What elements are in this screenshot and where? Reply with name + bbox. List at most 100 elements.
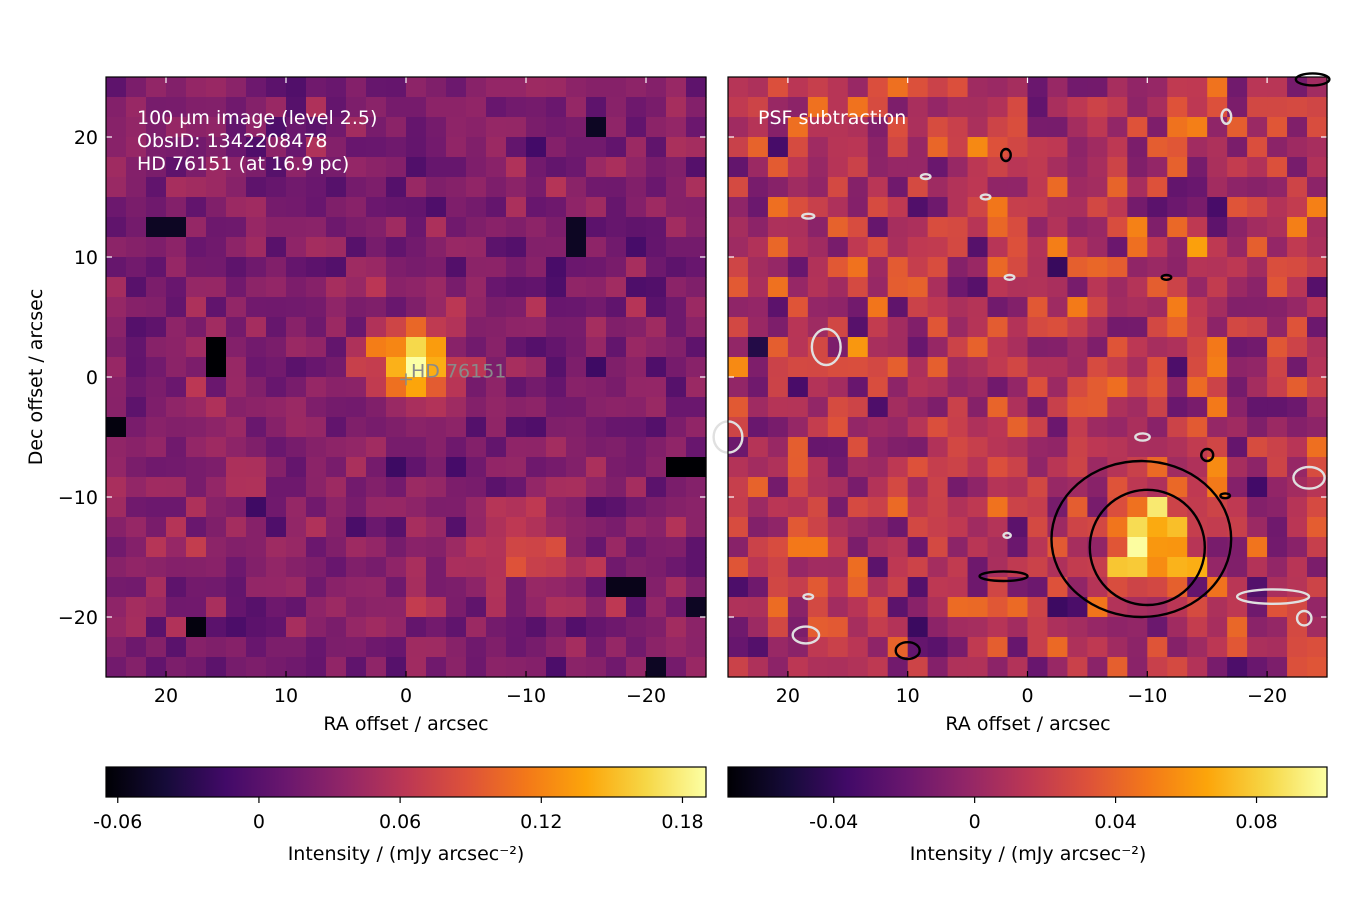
heatmap-cell (366, 617, 387, 638)
heatmap-cell (1307, 497, 1328, 518)
heatmap-cell (646, 117, 667, 138)
heatmap-cell (747, 357, 769, 378)
heatmap-cell (827, 357, 849, 378)
heatmap-cell (226, 617, 247, 638)
heatmap-cell (1087, 317, 1108, 338)
heatmap-cell (1247, 597, 1268, 618)
heatmap-cell (907, 497, 929, 518)
heatmap-cell (1027, 537, 1049, 558)
heatmap-cell (1247, 97, 1268, 118)
heatmap-cell (106, 437, 127, 458)
heatmap-cell (1147, 557, 1168, 578)
heatmap-cell (1227, 657, 1248, 678)
heatmap-cell (907, 117, 929, 138)
heatmap-cell (787, 357, 809, 378)
heatmap-cell (166, 357, 187, 378)
heatmap-cell (206, 417, 227, 438)
heatmap-cell (366, 577, 387, 598)
contour-negative (919, 173, 932, 181)
heatmap-cell (767, 97, 789, 118)
heatmap-cell (266, 277, 287, 298)
heatmap-cell (306, 357, 327, 378)
heatmap-cell (1307, 397, 1328, 418)
heatmap-cell (226, 637, 247, 658)
heatmap-cell (887, 357, 909, 378)
heatmap-cell (286, 577, 307, 598)
heatmap-cell (146, 577, 167, 598)
heatmap-cell (1167, 237, 1188, 258)
heatmap-cell (146, 517, 167, 538)
heatmap-cell (1087, 197, 1108, 218)
heatmap-cell (1027, 197, 1049, 218)
heatmap-cell (947, 217, 969, 238)
heatmap-cell (787, 217, 809, 238)
heatmap-cell (1107, 317, 1128, 338)
heatmap-cell (827, 297, 849, 318)
heatmap-cell (1207, 377, 1228, 398)
heatmap-cell (927, 137, 949, 158)
heatmap-cell (867, 137, 889, 158)
heatmap-cell (967, 157, 989, 178)
heatmap-cell (827, 497, 849, 518)
heatmap-cell (106, 137, 127, 158)
heatmap-cell (586, 177, 607, 198)
heatmap-cell (126, 257, 147, 278)
heatmap-cell (1067, 417, 1088, 438)
heatmap-cell (728, 637, 749, 658)
heatmap-cell (586, 637, 607, 658)
heatmap-cell (1167, 337, 1188, 358)
heatmap-cell (1227, 337, 1248, 358)
heatmap-cell (887, 477, 909, 498)
heatmap-cell (526, 477, 547, 498)
heatmap-cell (646, 177, 667, 198)
heatmap-cell (1027, 377, 1049, 398)
heatmap-cell (947, 297, 969, 318)
heatmap-cell (1067, 117, 1088, 138)
heatmap-cell (546, 317, 567, 338)
heatmap-cell (606, 257, 627, 278)
heatmap-cell (206, 597, 227, 618)
heatmap-cell (887, 577, 909, 598)
heatmap-cell (506, 477, 527, 498)
heatmap-cell (967, 357, 989, 378)
heatmap-cell (226, 477, 247, 498)
heatmap-cell (466, 377, 487, 398)
heatmap-cell (1067, 597, 1088, 618)
heatmap-cell (807, 197, 829, 218)
heatmap-cell (1007, 217, 1029, 238)
heatmap-cell (206, 497, 227, 518)
heatmap-cell (967, 597, 989, 618)
heatmap-cell (1147, 157, 1168, 178)
heatmap-cell (1287, 177, 1308, 198)
heatmap-cell (526, 257, 547, 278)
heatmap-cell (366, 517, 387, 538)
heatmap-cell (827, 557, 849, 578)
heatmap-cell (426, 557, 447, 578)
heatmap-cell (887, 217, 909, 238)
heatmap-cell (466, 217, 487, 238)
heatmap-cell (686, 517, 707, 538)
heatmap-cell (526, 97, 547, 118)
heatmap-cell (1007, 77, 1029, 98)
heatmap-cell (126, 657, 147, 678)
colorbar-tick-label: -0.06 (93, 811, 142, 833)
heatmap-cell (546, 517, 567, 538)
heatmap-cell (1127, 137, 1148, 158)
heatmap-cell (586, 337, 607, 358)
heatmap-cell (1267, 177, 1288, 198)
heatmap-cell (1047, 97, 1069, 118)
heatmap-cell (1227, 597, 1248, 618)
heatmap-cell (728, 237, 749, 258)
heatmap-cell (847, 457, 869, 478)
heatmap-cell (1187, 417, 1208, 438)
heatmap-cell (446, 137, 467, 158)
heatmap-cell (266, 97, 287, 118)
heatmap-cell (887, 317, 909, 338)
heatmap-cell (566, 457, 587, 478)
heatmap-cell (446, 597, 467, 618)
heatmap-cell (306, 297, 327, 318)
heatmap-cell (807, 97, 829, 118)
heatmap-cell (446, 97, 467, 118)
heatmap-cell (967, 397, 989, 418)
heatmap-cell (1027, 477, 1049, 498)
